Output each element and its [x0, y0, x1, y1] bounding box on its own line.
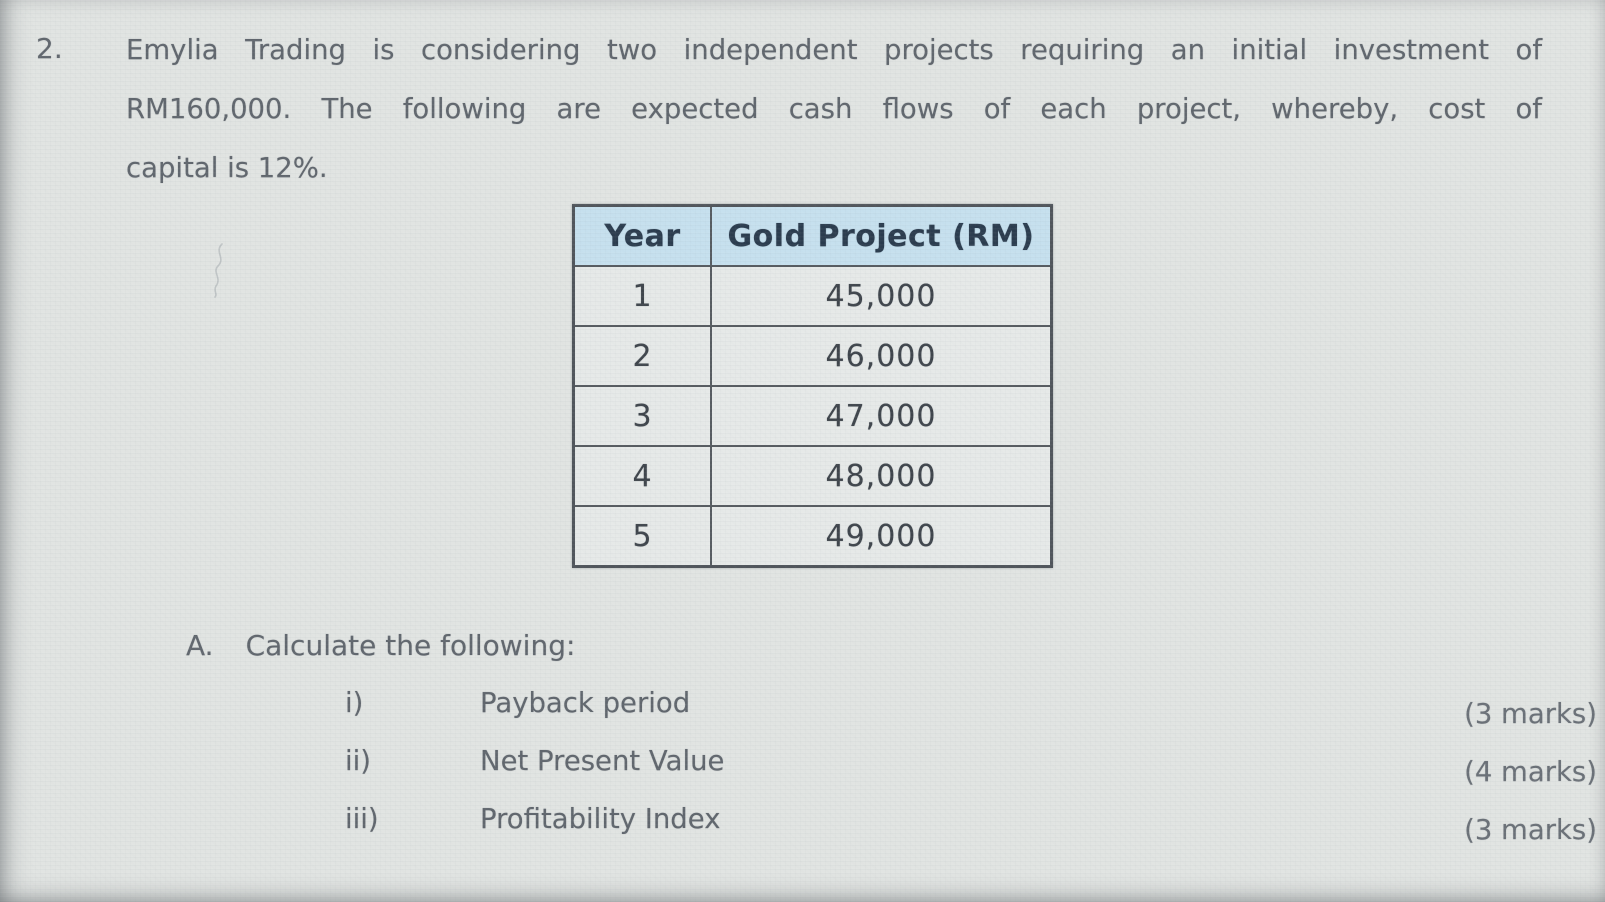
item-marks: (3 marks) — [1464, 814, 1597, 846]
item-numeral: ii) — [345, 745, 372, 777]
cashflow-cell: 46,000 — [712, 327, 1050, 387]
year-cell: 3 — [575, 387, 712, 447]
cashflow-cell: 45,000 — [712, 267, 1050, 327]
item-label: Payback period — [480, 687, 691, 719]
question-item: i) Payback period (3 marks) — [345, 687, 1597, 730]
question-number: 2. — [36, 32, 63, 65]
cashflow-cell: 49,000 — [825, 518, 937, 554]
year-cell: 5 — [575, 507, 712, 565]
item-label: Net Present Value — [480, 745, 725, 777]
year-cell: 1 — [575, 267, 712, 327]
question-line-1: Emylia Trading is considering two indepe… — [126, 34, 1542, 66]
cashflow-cell: 47,000 — [712, 387, 1050, 447]
item-label: Profitability Index — [480, 803, 721, 835]
year-cell: 2 — [575, 327, 712, 387]
item-marks: (4 marks) — [1464, 756, 1597, 788]
question-item: ii) Net Present Value (4 marks) — [345, 745, 1597, 788]
question-line-3: capital is 12%. — [126, 152, 328, 184]
cashflow-cell: 48,000 — [712, 447, 1050, 507]
question-line-2: RM160,000. The following are expected ca… — [126, 93, 1542, 125]
question-paragraph: Emylia Trading is considering two indepe… — [126, 21, 1542, 198]
question-item: iii) Profitability Index (3 marks) — [345, 803, 1597, 846]
item-numeral: iii) — [345, 803, 379, 835]
photo-artifact-squiggle — [214, 243, 223, 298]
section-a-label: A. — [186, 629, 214, 662]
section-a-heading: A. Calculate the following: — [186, 629, 575, 662]
year-cell: 4 — [575, 447, 712, 507]
item-numeral: i) — [345, 687, 364, 719]
cash-flow-table: Year Gold Project (RM) 1 45,000 2 46,000… — [572, 204, 1053, 568]
year-column-header: Year — [575, 207, 712, 267]
item-marks: (3 marks) — [1464, 698, 1597, 730]
gold-project-column-header: Gold Project (RM) — [712, 207, 1050, 267]
section-a-title: Calculate the following: — [245, 629, 576, 662]
